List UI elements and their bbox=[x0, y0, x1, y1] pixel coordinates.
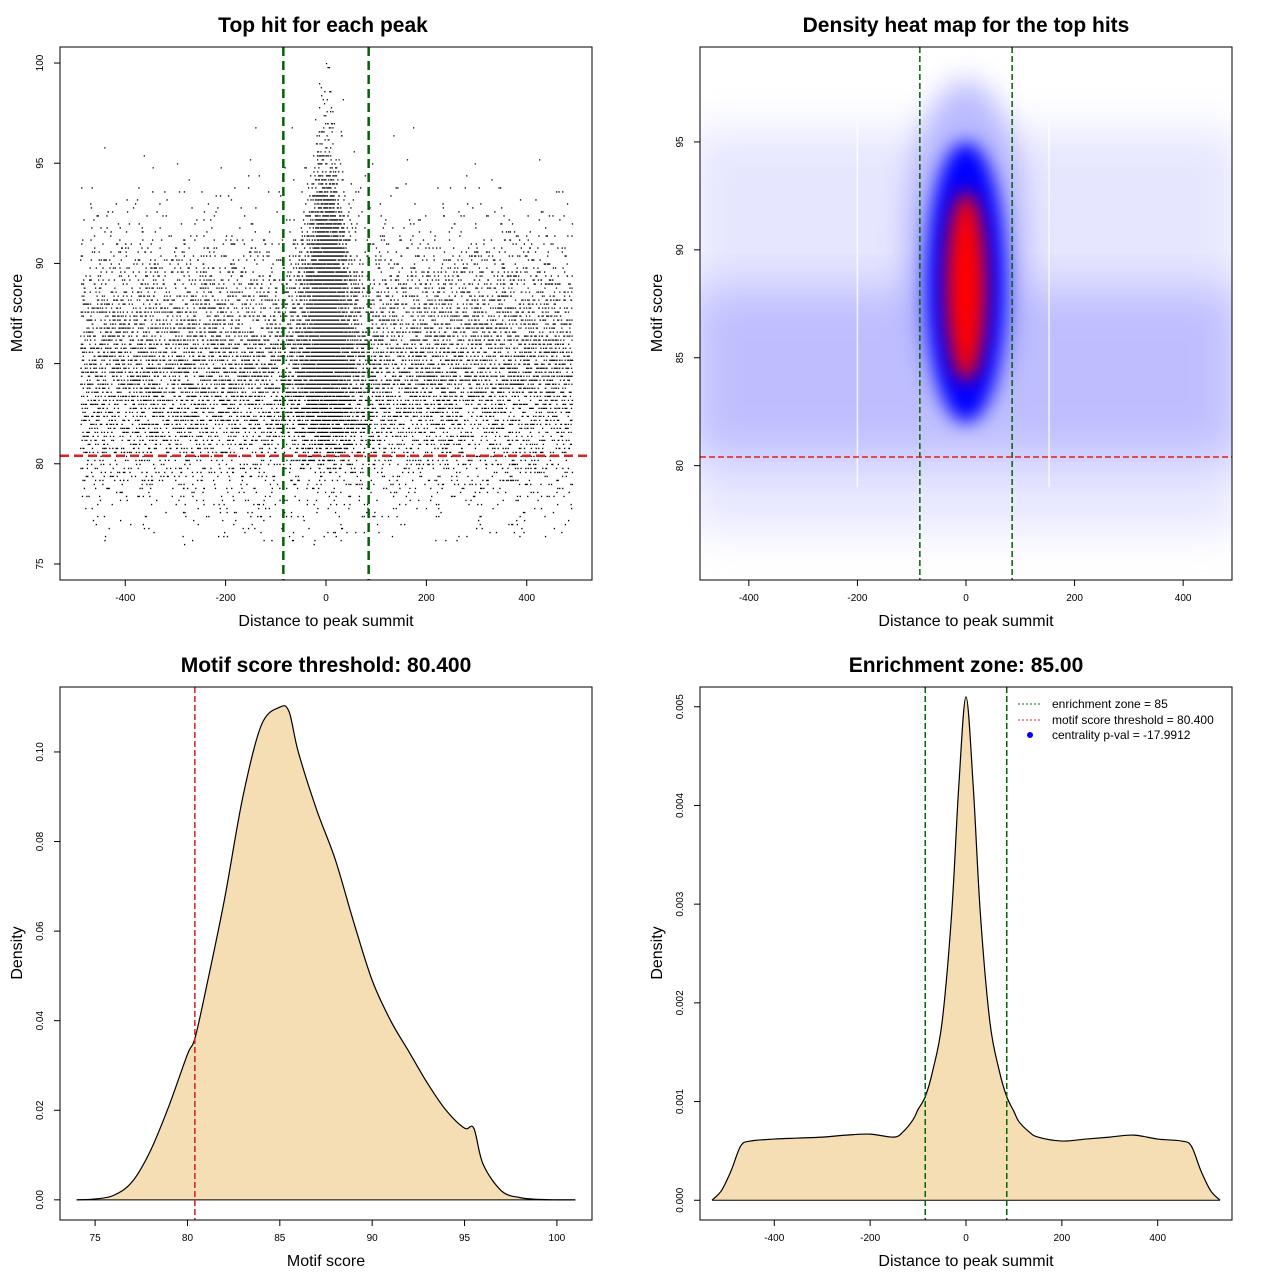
y-tick-label: 0.000 bbox=[675, 1187, 686, 1212]
x-tick-label: 0 bbox=[323, 593, 329, 604]
x-axis-label: Motif score bbox=[287, 1253, 365, 1270]
density-fill bbox=[711, 696, 1221, 1201]
x-axis-ticks: -400 -200 0 200 400 bbox=[739, 579, 1192, 604]
legend-swatch-centrality bbox=[1027, 732, 1033, 738]
x-tick-label: 100 bbox=[549, 1233, 566, 1244]
y-axis-ticks: 0.000 0.001 0.002 0.003 0.004 0.005 bbox=[675, 694, 701, 1213]
x-axis-ticks: 75 80 85 90 95 100 bbox=[90, 1219, 566, 1244]
plot-frame bbox=[59, 46, 593, 581]
heatmap-peak-red bbox=[946, 191, 986, 382]
density-fill bbox=[76, 705, 576, 1200]
y-tick-label: 80 bbox=[675, 460, 686, 472]
y-tick-label: 85 bbox=[35, 358, 46, 370]
x-tick-label: 95 bbox=[459, 1233, 471, 1244]
y-tick-label: 0.10 bbox=[35, 742, 46, 762]
reference-lines bbox=[60, 47, 592, 580]
legend-label: enrichment zone = 85 bbox=[1052, 697, 1168, 711]
y-tick-label: 0.00 bbox=[35, 1190, 46, 1210]
x-tick-label: 400 bbox=[1175, 593, 1192, 604]
y-axis-ticks: 0.00 0.02 0.04 0.06 0.08 0.10 bbox=[35, 742, 61, 1210]
y-tick-label: 0.002 bbox=[675, 990, 686, 1015]
density-area bbox=[76, 705, 576, 1201]
x-axis-ticks: -400 -200 0 200 400 bbox=[115, 579, 536, 604]
scatter-panel: Top hit for each peak -400 -200 0 200 400 75… bbox=[9, 14, 593, 630]
reference-lines bbox=[700, 47, 1232, 580]
y-axis-label: Motif score bbox=[649, 274, 666, 352]
density-area bbox=[711, 696, 1221, 1201]
y-tick-label: 95 bbox=[675, 136, 686, 148]
y-tick-label: 90 bbox=[675, 244, 686, 256]
legend-label: centrality p-val = -17.9912 bbox=[1052, 728, 1191, 742]
y-tick-label: 0.003 bbox=[675, 891, 686, 916]
x-axis-label: Distance to peak summit bbox=[878, 613, 1054, 630]
density-curve bbox=[76, 705, 576, 1201]
y-tick-label: 0.08 bbox=[35, 831, 46, 851]
legend: enrichment zone = 85 motif score thresho… bbox=[1018, 697, 1214, 742]
x-tick-label: -200 bbox=[847, 593, 867, 604]
y-tick-label: 0.005 bbox=[675, 694, 686, 719]
x-tick-label: 85 bbox=[274, 1233, 286, 1244]
y-axis-ticks: 80 85 90 95 bbox=[675, 136, 701, 472]
y-tick-label: 0.004 bbox=[675, 792, 686, 817]
x-axis-label: Distance to peak summit bbox=[878, 1253, 1054, 1270]
reference-lines bbox=[924, 687, 1008, 1220]
chart-title: Motif score threshold: 80.400 bbox=[181, 654, 472, 677]
x-tick-label: 400 bbox=[1149, 1233, 1166, 1244]
y-axis-label: Density bbox=[9, 926, 26, 979]
scatter-points bbox=[80, 63, 574, 546]
legend-label: motif score threshold = 80.400 bbox=[1052, 713, 1214, 727]
x-tick-label: 0 bbox=[963, 593, 969, 604]
x-tick-label: -200 bbox=[860, 1233, 880, 1244]
x-tick-label: 90 bbox=[367, 1233, 379, 1244]
chart-title: Top hit for each peak bbox=[218, 14, 428, 37]
density-heatmap bbox=[700, 47, 1232, 580]
density-curve bbox=[711, 696, 1221, 1201]
y-tick-label: 95 bbox=[35, 157, 46, 169]
x-tick-label: 200 bbox=[1054, 1233, 1071, 1244]
x-axis-label: Distance to peak summit bbox=[238, 613, 414, 630]
x-tick-label: 75 bbox=[90, 1233, 102, 1244]
y-axis-label: Density bbox=[649, 926, 666, 979]
chart-title: Enrichment zone: 85.00 bbox=[849, 654, 1084, 677]
heatmap-layers bbox=[700, 47, 1232, 580]
x-tick-label: 200 bbox=[418, 593, 435, 604]
y-axis-label: Motif score bbox=[9, 274, 26, 352]
x-tick-label: -400 bbox=[739, 593, 759, 604]
x-tick-label: 80 bbox=[182, 1233, 194, 1244]
y-tick-label: 90 bbox=[35, 257, 46, 269]
x-axis-ticks: -400 -200 0 200 400 bbox=[764, 1219, 1166, 1244]
y-tick-label: 100 bbox=[35, 54, 46, 71]
y-tick-label: 0.06 bbox=[35, 921, 46, 941]
x-tick-label: -200 bbox=[216, 593, 236, 604]
chart-title: Density heat map for the top hits bbox=[803, 14, 1130, 37]
heatmap-panel: Density heat map for the top hits -400 -2… bbox=[649, 14, 1233, 630]
x-tick-label: 200 bbox=[1066, 593, 1083, 604]
distance-density-panel: Enrichment zone: 85.00 -400 -200 0 200 400 0… bbox=[649, 654, 1233, 1270]
y-tick-label: 0.02 bbox=[35, 1100, 46, 1120]
y-tick-label: 80 bbox=[35, 458, 46, 470]
y-tick-label: 0.001 bbox=[675, 1089, 686, 1114]
y-axis-ticks: 75 80 85 90 95 100 bbox=[35, 54, 61, 570]
scatter-point-cloud bbox=[80, 63, 574, 546]
y-tick-label: 0.04 bbox=[35, 1011, 46, 1031]
y-tick-label: 75 bbox=[35, 558, 46, 570]
x-tick-label: 0 bbox=[963, 1233, 969, 1244]
x-tick-label: -400 bbox=[115, 593, 135, 604]
score-density-panel: Motif score threshold: 80.400 75 80 85 90 95… bbox=[9, 654, 593, 1270]
y-tick-label: 85 bbox=[675, 352, 686, 364]
x-tick-label: -400 bbox=[764, 1233, 784, 1244]
x-tick-label: 400 bbox=[518, 593, 535, 604]
